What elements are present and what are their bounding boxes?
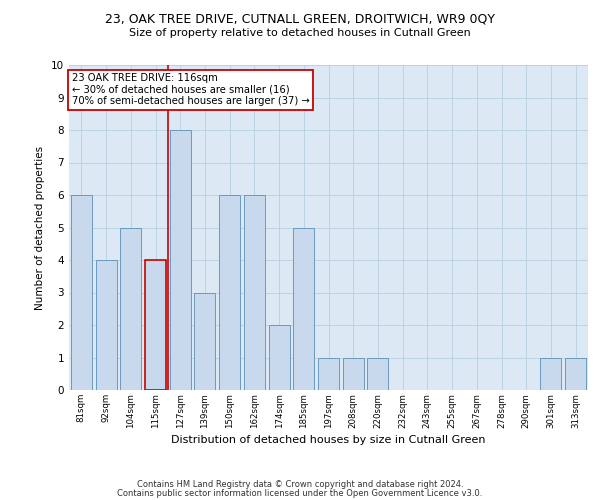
Text: Contains HM Land Registry data © Crown copyright and database right 2024.: Contains HM Land Registry data © Crown c…	[137, 480, 463, 489]
Bar	[71, 195, 92, 390]
Text: Contains public sector information licensed under the Open Government Licence v3: Contains public sector information licen…	[118, 489, 482, 498]
Bar	[293, 228, 314, 390]
Bar	[170, 130, 191, 390]
X-axis label: Distribution of detached houses by size in Cutnall Green: Distribution of detached houses by size …	[171, 434, 486, 444]
Bar	[219, 195, 240, 390]
Text: 23 OAK TREE DRIVE: 116sqm
← 30% of detached houses are smaller (16)
70% of semi-: 23 OAK TREE DRIVE: 116sqm ← 30% of detac…	[71, 73, 310, 106]
Bar	[565, 358, 586, 390]
Bar	[145, 260, 166, 390]
Bar	[194, 292, 215, 390]
Bar	[541, 358, 562, 390]
Text: Size of property relative to detached houses in Cutnall Green: Size of property relative to detached ho…	[129, 28, 471, 38]
Bar	[318, 358, 339, 390]
Bar	[367, 358, 388, 390]
Bar	[244, 195, 265, 390]
Bar	[95, 260, 116, 390]
Bar	[120, 228, 141, 390]
Text: 23, OAK TREE DRIVE, CUTNALL GREEN, DROITWICH, WR9 0QY: 23, OAK TREE DRIVE, CUTNALL GREEN, DROIT…	[105, 12, 495, 26]
Bar	[269, 325, 290, 390]
Y-axis label: Number of detached properties: Number of detached properties	[35, 146, 46, 310]
Bar	[343, 358, 364, 390]
